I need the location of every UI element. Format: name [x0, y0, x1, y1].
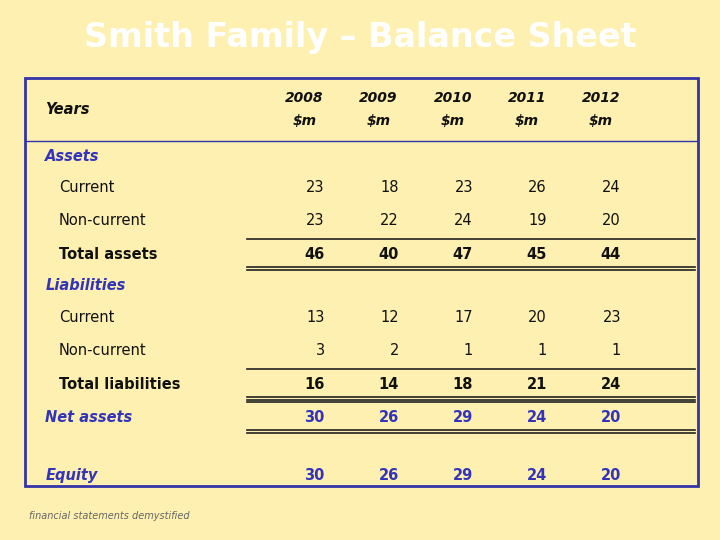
Text: $m: $m [366, 114, 391, 129]
Text: 24: 24 [527, 468, 547, 483]
Text: Net assets: Net assets [45, 410, 132, 425]
Text: 26: 26 [379, 468, 399, 483]
Text: 40: 40 [379, 247, 399, 262]
Text: 47: 47 [453, 247, 473, 262]
Text: 1: 1 [464, 343, 473, 358]
Text: 2010: 2010 [433, 91, 472, 105]
Text: 45: 45 [526, 247, 547, 262]
Text: Total assets: Total assets [59, 247, 158, 262]
Text: $m: $m [515, 114, 539, 129]
Text: 19: 19 [528, 213, 547, 228]
Text: 20: 20 [528, 310, 547, 325]
Text: 20: 20 [602, 213, 621, 228]
Text: 30: 30 [305, 468, 325, 483]
Text: $m: $m [292, 114, 317, 129]
Text: 24: 24 [600, 376, 621, 392]
Text: $m: $m [589, 114, 613, 129]
Text: 23: 23 [306, 213, 325, 228]
Text: 23: 23 [603, 310, 621, 325]
Text: Total liabilities: Total liabilities [59, 376, 181, 392]
Text: 23: 23 [306, 180, 325, 195]
Text: 2012: 2012 [582, 91, 620, 105]
Text: Liabilities: Liabilities [45, 278, 126, 293]
Text: 26: 26 [379, 410, 399, 425]
Text: 20: 20 [600, 410, 621, 425]
Text: 29: 29 [453, 468, 473, 483]
Text: 20: 20 [600, 468, 621, 483]
Text: Current: Current [59, 180, 114, 195]
Text: 12: 12 [380, 310, 399, 325]
Text: 2011: 2011 [508, 91, 546, 105]
Text: 1: 1 [538, 343, 547, 358]
Text: 24: 24 [603, 180, 621, 195]
Text: 2008: 2008 [285, 91, 324, 105]
Text: 17: 17 [454, 310, 473, 325]
Text: Equity: Equity [45, 468, 98, 483]
Text: 14: 14 [379, 376, 399, 392]
Text: Years: Years [45, 103, 90, 117]
Text: 30: 30 [305, 410, 325, 425]
Text: 21: 21 [526, 376, 547, 392]
Text: Current: Current [59, 310, 114, 325]
Text: 24: 24 [527, 410, 547, 425]
Text: financial statements demystified: financial statements demystified [29, 511, 189, 521]
Text: 46: 46 [305, 247, 325, 262]
Text: 22: 22 [380, 213, 399, 228]
Text: 23: 23 [454, 180, 473, 195]
Text: Assets: Assets [45, 148, 100, 164]
Text: Non-current: Non-current [59, 213, 146, 228]
Text: Non-current: Non-current [59, 343, 146, 358]
Text: 18: 18 [380, 180, 399, 195]
Text: 2009: 2009 [359, 91, 398, 105]
Text: 3: 3 [315, 343, 325, 358]
Text: 18: 18 [452, 376, 473, 392]
Text: $m: $m [441, 114, 464, 129]
Text: 29: 29 [453, 410, 473, 425]
Text: 2: 2 [390, 343, 399, 358]
Text: 1: 1 [612, 343, 621, 358]
Text: 24: 24 [454, 213, 473, 228]
Text: 16: 16 [305, 376, 325, 392]
Text: 44: 44 [600, 247, 621, 262]
Text: 13: 13 [307, 310, 325, 325]
Text: Smith Family – Balance Sheet: Smith Family – Balance Sheet [84, 22, 636, 55]
Text: 26: 26 [528, 180, 547, 195]
